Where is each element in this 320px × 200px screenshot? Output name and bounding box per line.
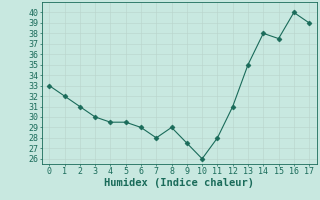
X-axis label: Humidex (Indice chaleur): Humidex (Indice chaleur)	[104, 178, 254, 188]
